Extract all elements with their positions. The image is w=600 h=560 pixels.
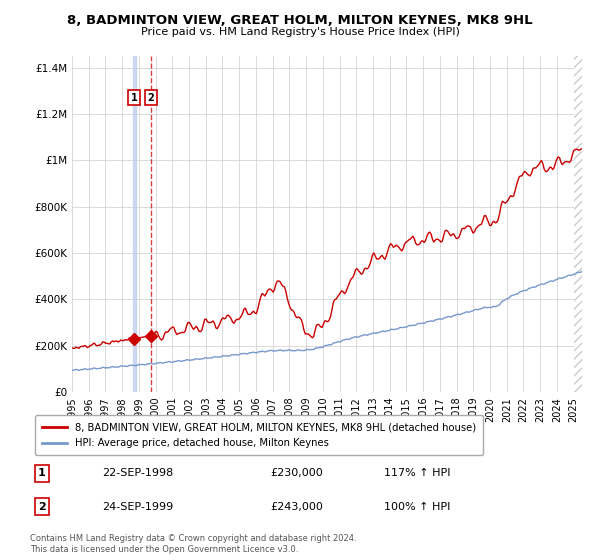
Text: 1: 1 xyxy=(38,468,46,478)
Text: 1: 1 xyxy=(131,93,137,102)
Text: £230,000: £230,000 xyxy=(270,468,323,478)
Legend: 8, BADMINTON VIEW, GREAT HOLM, MILTON KEYNES, MK8 9HL (detached house), HPI: Ave: 8, BADMINTON VIEW, GREAT HOLM, MILTON KE… xyxy=(35,416,483,455)
Text: 22-SEP-1998: 22-SEP-1998 xyxy=(102,468,173,478)
Text: This data is licensed under the Open Government Licence v3.0.: This data is licensed under the Open Gov… xyxy=(30,545,298,554)
Text: Contains HM Land Registry data © Crown copyright and database right 2024.: Contains HM Land Registry data © Crown c… xyxy=(30,534,356,543)
Bar xyxy=(133,56,136,392)
Text: 8, BADMINTON VIEW, GREAT HOLM, MILTON KEYNES, MK8 9HL: 8, BADMINTON VIEW, GREAT HOLM, MILTON KE… xyxy=(67,14,533,27)
Text: 100% ↑ HPI: 100% ↑ HPI xyxy=(384,502,451,512)
Text: Price paid vs. HM Land Registry's House Price Index (HPI): Price paid vs. HM Land Registry's House … xyxy=(140,27,460,37)
Text: 2: 2 xyxy=(38,502,46,512)
Text: 117% ↑ HPI: 117% ↑ HPI xyxy=(384,468,451,478)
Text: 2: 2 xyxy=(148,93,154,102)
Text: £243,000: £243,000 xyxy=(270,502,323,512)
Text: 24-SEP-1999: 24-SEP-1999 xyxy=(102,502,173,512)
